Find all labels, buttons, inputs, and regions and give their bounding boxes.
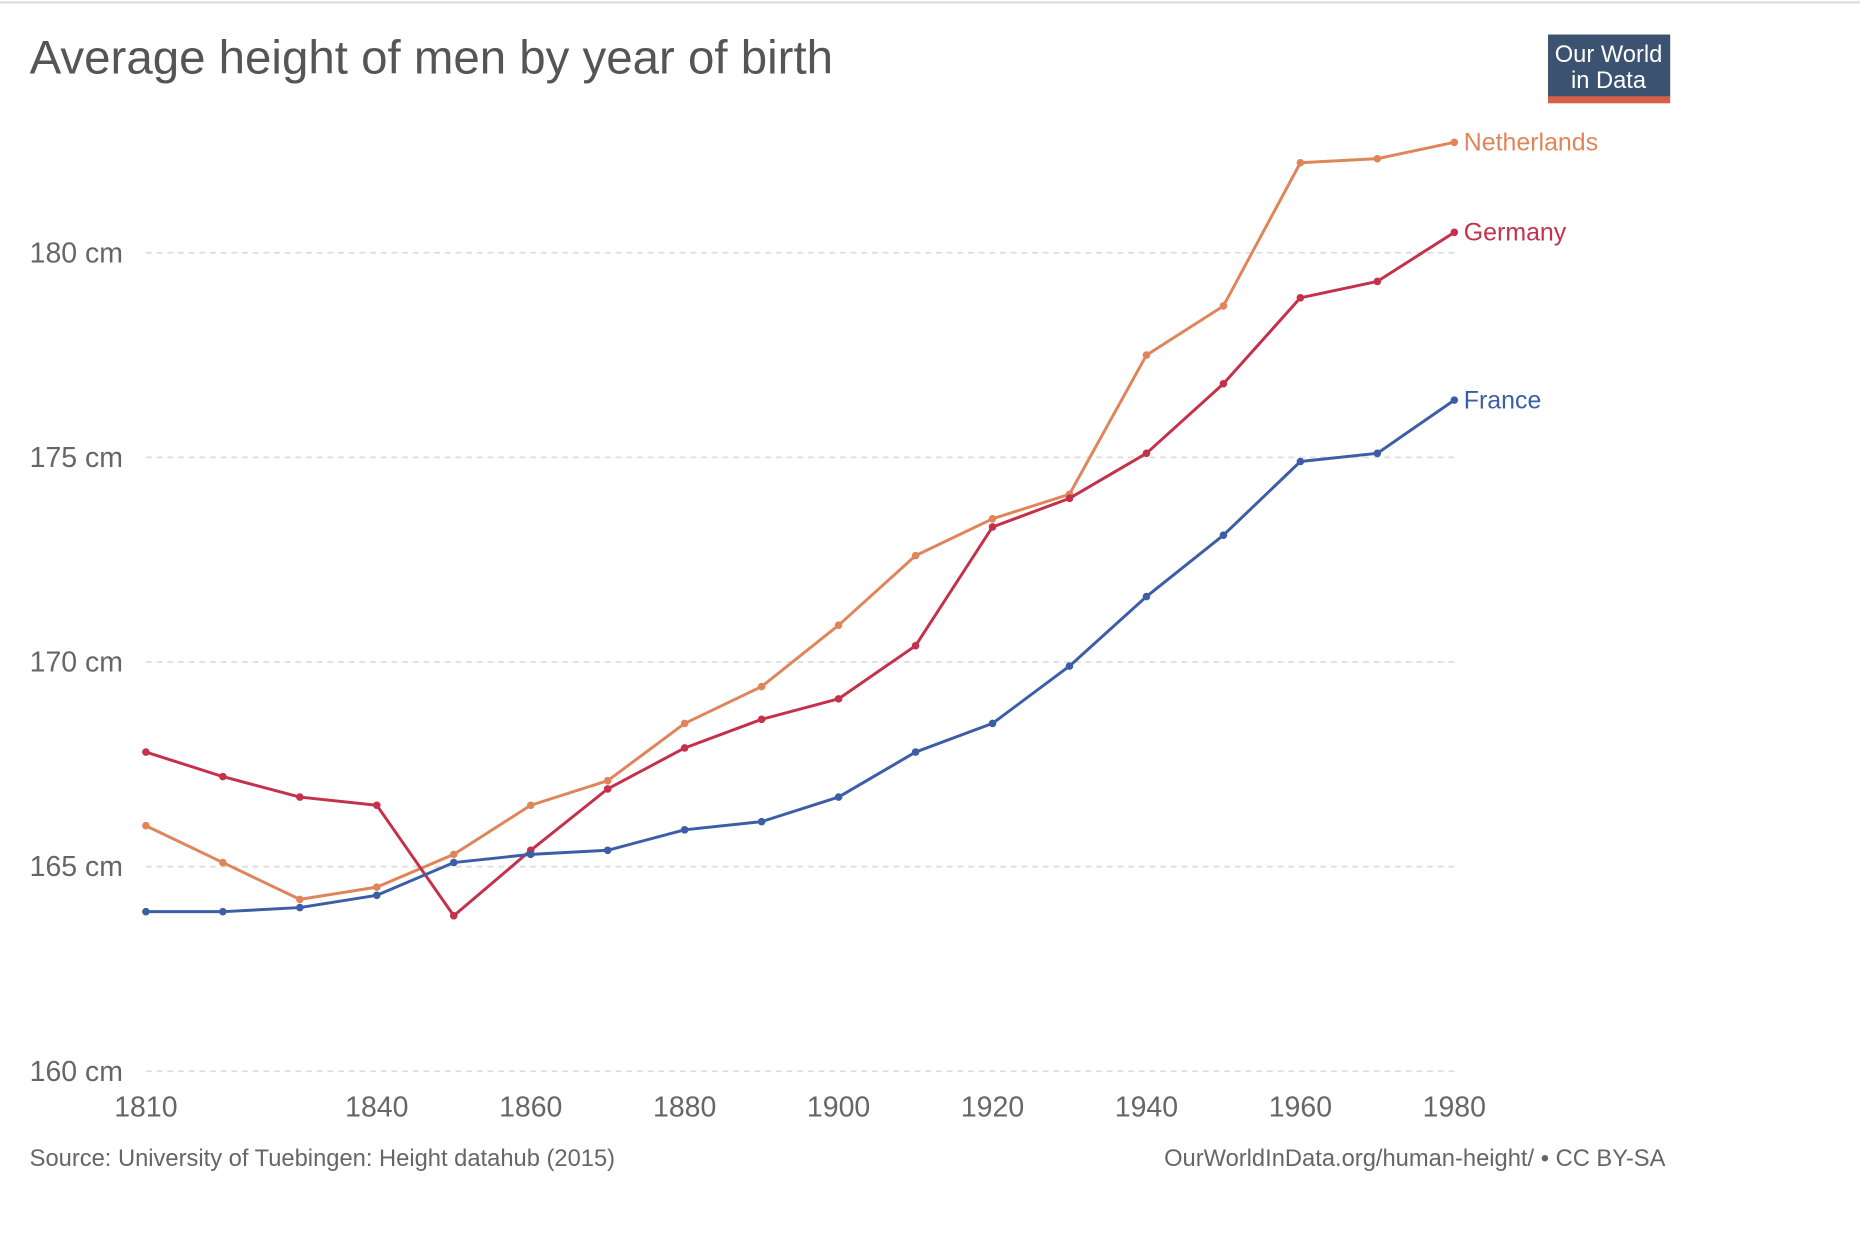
- y-tick-label: 160 cm: [30, 1056, 123, 1088]
- data-point: [142, 907, 150, 916]
- data-point: [1450, 228, 1459, 237]
- data-point: [603, 785, 612, 793]
- credit-link[interactable]: OurWorldInData.org/human-height/ • CC BY…: [1164, 1146, 1666, 1172]
- data-point: [142, 821, 150, 830]
- data-point: [526, 850, 535, 859]
- data-point: [911, 641, 920, 650]
- data-point: [449, 911, 458, 920]
- svg-text:in Data: in Data: [1571, 68, 1647, 94]
- x-tick-label: 1840: [345, 1091, 408, 1123]
- data-point: [449, 850, 458, 859]
- data-point: [680, 719, 689, 728]
- x-tick-label: 1860: [499, 1091, 562, 1123]
- data-point: [1219, 302, 1228, 310]
- data-point: [373, 883, 381, 891]
- x-tick-label: 1810: [114, 1091, 177, 1123]
- data-point: [1373, 154, 1382, 163]
- data-point: [1065, 662, 1074, 670]
- data-point: [1296, 457, 1305, 466]
- data-point: [219, 907, 227, 916]
- data-point: [1219, 379, 1228, 388]
- data-point: [373, 891, 381, 900]
- x-tick-label: 1940: [1115, 1091, 1178, 1123]
- x-axis: 1810 1840 1860 1880 1900 1920 1940 1960 1980: [114, 1091, 1486, 1123]
- data-point: [296, 895, 304, 904]
- data-point: [834, 793, 843, 801]
- series-france: France: [142, 386, 1542, 916]
- data-point: [603, 776, 612, 785]
- data-point: [988, 523, 997, 531]
- data-point: [757, 715, 766, 724]
- x-tick-label: 1980: [1423, 1091, 1486, 1123]
- data-point: [1219, 531, 1228, 539]
- data-point: [680, 826, 689, 834]
- data-point: [1142, 449, 1151, 458]
- y-tick-label: 170 cm: [30, 647, 123, 679]
- data-point: [142, 748, 150, 756]
- data-point: [1065, 494, 1074, 503]
- data-point: [296, 793, 304, 801]
- y-tick-label: 165 cm: [30, 851, 123, 883]
- series-label: Germany: [1464, 219, 1567, 247]
- svg-text:Our World: Our World: [1555, 42, 1663, 68]
- x-tick-label: 1880: [653, 1091, 716, 1123]
- owid-logo[interactable]: Our World in Data: [1548, 34, 1671, 104]
- data-point: [911, 551, 920, 560]
- data-point: [526, 801, 535, 810]
- data-point: [603, 846, 612, 855]
- y-axis: 160 cm 165 cm 170 cm 175 cm 180 cm: [30, 237, 123, 1087]
- data-point: [1373, 449, 1382, 458]
- data-point: [834, 695, 843, 703]
- y-tick-label: 180 cm: [30, 237, 123, 269]
- data-point: [373, 801, 381, 810]
- data-point: [1373, 277, 1382, 286]
- x-tick-label: 1960: [1269, 1091, 1332, 1123]
- data-point: [1142, 351, 1151, 359]
- data-point: [1296, 294, 1305, 302]
- source-note: Source: University of Tuebingen: Height …: [30, 1146, 615, 1172]
- series-label: Netherlands: [1464, 129, 1598, 157]
- series-line: [145, 231, 1456, 918]
- data-point: [988, 514, 997, 523]
- y-tick-label: 175 cm: [30, 442, 123, 474]
- series-germany: Germany: [142, 219, 1567, 920]
- data-point: [219, 858, 227, 867]
- data-point: [1142, 592, 1151, 601]
- data-point: [911, 748, 920, 756]
- x-tick-label: 1920: [961, 1091, 1024, 1123]
- data-point: [1296, 158, 1305, 167]
- chart-title: Average height of men by year of birth: [30, 32, 833, 85]
- series-lines: Netherlands Germany France: [142, 129, 1598, 920]
- series-line: [145, 140, 1455, 901]
- data-point: [219, 772, 227, 781]
- data-point: [296, 903, 304, 912]
- gridlines: [145, 251, 1455, 1073]
- x-tick-label: 1900: [807, 1091, 870, 1123]
- data-point: [834, 621, 843, 629]
- series-netherlands: Netherlands: [142, 129, 1598, 904]
- data-point: [1450, 396, 1459, 404]
- series-line: [145, 398, 1456, 914]
- data-point: [449, 858, 458, 867]
- data-point: [757, 817, 766, 826]
- data-point: [1450, 138, 1459, 147]
- data-point: [988, 719, 997, 728]
- series-label: France: [1464, 386, 1542, 414]
- data-point: [757, 682, 766, 691]
- data-point: [680, 744, 689, 752]
